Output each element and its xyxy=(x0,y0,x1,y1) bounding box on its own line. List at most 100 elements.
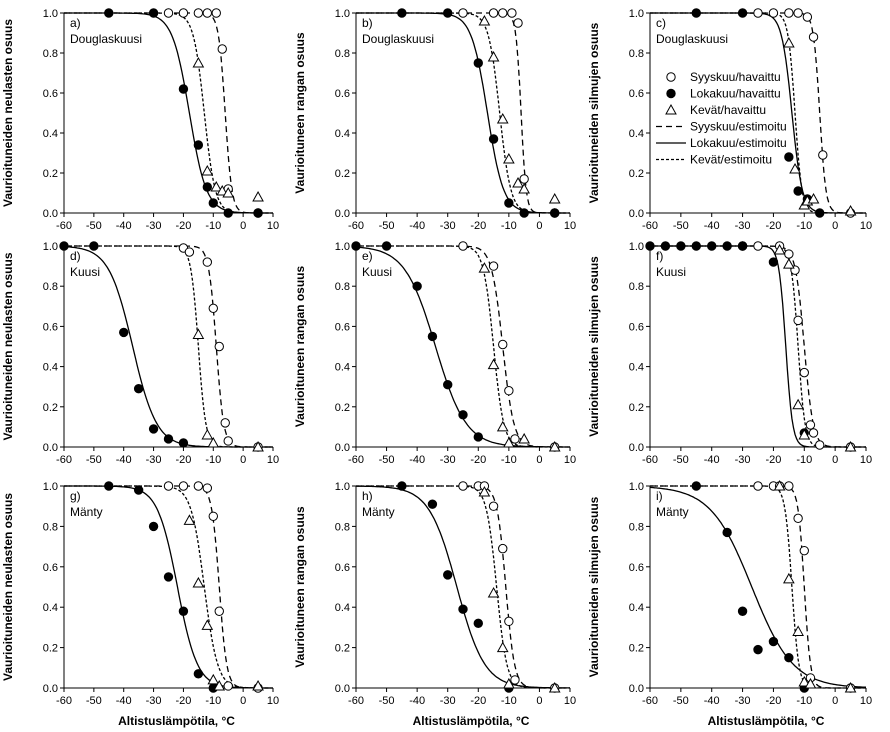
point-syyskuu xyxy=(208,303,218,314)
panel-f: 0.0 0.2 0.4 0.6 0.8 1.0 -60 -50 -40 -30 -20 -10 0 10 V… xyxy=(587,241,872,466)
y-tick-label: 0.0 xyxy=(629,442,644,454)
y-axis-label: Vaurioituneen rangan osuus xyxy=(293,506,307,668)
x-axis-label: Altistuslämpötila, °C xyxy=(708,714,825,728)
y-tick-label: 0.8 xyxy=(43,521,58,533)
point-syyskuu xyxy=(815,440,825,450)
point-syyskuu xyxy=(802,12,813,22)
x-tick-label: -10 xyxy=(205,220,221,232)
point-syyskuu xyxy=(214,341,224,352)
panel-letter: a) xyxy=(70,16,81,30)
y-tick-label: 1.0 xyxy=(43,8,58,20)
point-lokakuu xyxy=(193,669,204,679)
y-tick-label: 0.2 xyxy=(629,402,644,414)
point-lokakuu xyxy=(691,241,701,251)
x-tick-label: -30 xyxy=(146,695,162,707)
panel-c: 0.0 0.2 0.4 0.6 0.8 1.0 -60 -50 -40 -30 -20 -10 0 10 V… xyxy=(587,8,872,232)
point-syyskuu xyxy=(498,543,508,554)
point-syyskuu xyxy=(211,8,221,18)
point-lokakuu xyxy=(133,485,144,495)
y-tick-label: 0.4 xyxy=(43,362,58,374)
point-lokakuu xyxy=(753,644,763,655)
point-kevat xyxy=(487,50,500,62)
point-syyskuu xyxy=(202,483,213,493)
point-lokakuu xyxy=(427,331,438,342)
panel-species: Mänty xyxy=(656,505,689,519)
curve-solid xyxy=(649,486,866,688)
y-tick-label: 0.4 xyxy=(335,602,350,614)
point-lokakuu xyxy=(412,281,422,291)
point-lokakuu xyxy=(193,140,204,150)
point-syyskuu xyxy=(178,481,189,491)
panel-a: 0.0 0.2 0.4 0.6 0.8 1.0 -60 -50 -40 -30 -20 -10 0 10 V… xyxy=(1,8,279,232)
point-syyskuu xyxy=(202,257,213,267)
x-tick-label: -20 xyxy=(470,695,486,707)
point-kevat xyxy=(798,428,811,440)
point-syyskuu xyxy=(793,8,803,18)
point-syyskuu xyxy=(805,420,816,430)
y-tick-label: 0.2 xyxy=(335,168,350,180)
point-kevat xyxy=(844,204,857,216)
x-tick-label: -10 xyxy=(796,220,812,232)
x-tick-label: -50 xyxy=(379,454,395,466)
point-syyskuu xyxy=(799,367,809,378)
point-kevat xyxy=(207,436,220,448)
point-lokakuu xyxy=(815,208,825,218)
point-syyskuu xyxy=(507,8,517,18)
y-tick-label: 0.0 xyxy=(43,442,58,454)
point-syyskuu xyxy=(513,18,523,28)
legend-label: Syyskuu/havaittu xyxy=(690,70,781,84)
point-lokakuu xyxy=(104,8,114,18)
y-tick-label: 0.4 xyxy=(43,128,58,140)
x-tick-label: 0 xyxy=(240,454,246,466)
point-kevat xyxy=(252,190,264,202)
panel-species: Mänty xyxy=(362,505,395,519)
y-tick-label: 0.2 xyxy=(43,643,58,655)
y-axis-label: Vaurioituneiden neulasten osuus xyxy=(1,252,15,440)
x-tick-label: -30 xyxy=(146,220,162,232)
point-kevat xyxy=(783,572,795,584)
x-tick-label: -50 xyxy=(673,454,689,466)
y-axis-label: Vaurioituneiden silmujen osuus xyxy=(587,496,601,677)
point-lokakuu xyxy=(148,424,159,434)
x-tick-label: 0 xyxy=(536,695,542,707)
x-tick-label: 0 xyxy=(832,454,838,466)
x-tick-label: -60 xyxy=(642,454,658,466)
x-tick-label: -30 xyxy=(440,454,456,466)
x-tick-label: -50 xyxy=(379,220,395,232)
point-lokakuu xyxy=(178,438,189,448)
x-tick-label: -20 xyxy=(765,695,781,707)
point-syyskuu xyxy=(784,8,794,18)
point-kevat xyxy=(773,243,786,255)
point-lokakuu xyxy=(473,618,483,629)
point-syyskuu xyxy=(458,8,468,18)
point-lokakuu xyxy=(163,434,174,444)
point-kevat xyxy=(496,112,509,124)
point-syyskuu xyxy=(193,8,204,18)
point-lokakuu xyxy=(784,152,794,162)
point-kevat xyxy=(518,432,530,444)
point-syyskuu xyxy=(488,261,499,271)
y-tick-label: 0.6 xyxy=(629,321,644,333)
point-kevat xyxy=(798,675,811,687)
point-kevat xyxy=(252,440,264,452)
x-tick-label: -20 xyxy=(765,454,781,466)
point-lokakuu xyxy=(397,8,407,18)
point-kevat xyxy=(192,328,205,339)
point-kevat xyxy=(548,192,561,204)
y-tick-label: 0.4 xyxy=(335,128,350,140)
x-tick-label: 0 xyxy=(240,220,246,232)
x-tick-label: -30 xyxy=(735,695,751,707)
y-tick-label: 1.0 xyxy=(629,241,644,253)
y-tick-label: 0.8 xyxy=(335,521,350,533)
point-lokakuu xyxy=(397,481,407,491)
point-lokakuu xyxy=(443,8,453,18)
panel-letter: d) xyxy=(70,249,81,263)
point-kevat xyxy=(252,679,264,691)
point-lokakuu xyxy=(133,384,144,394)
y-tick-label: 0.6 xyxy=(43,562,58,574)
point-syyskuu xyxy=(504,616,514,627)
point-syyskuu xyxy=(458,241,468,251)
y-tick-label: 0.6 xyxy=(43,321,58,333)
point-lokakuu xyxy=(784,653,794,663)
point-lokakuu xyxy=(550,208,560,218)
